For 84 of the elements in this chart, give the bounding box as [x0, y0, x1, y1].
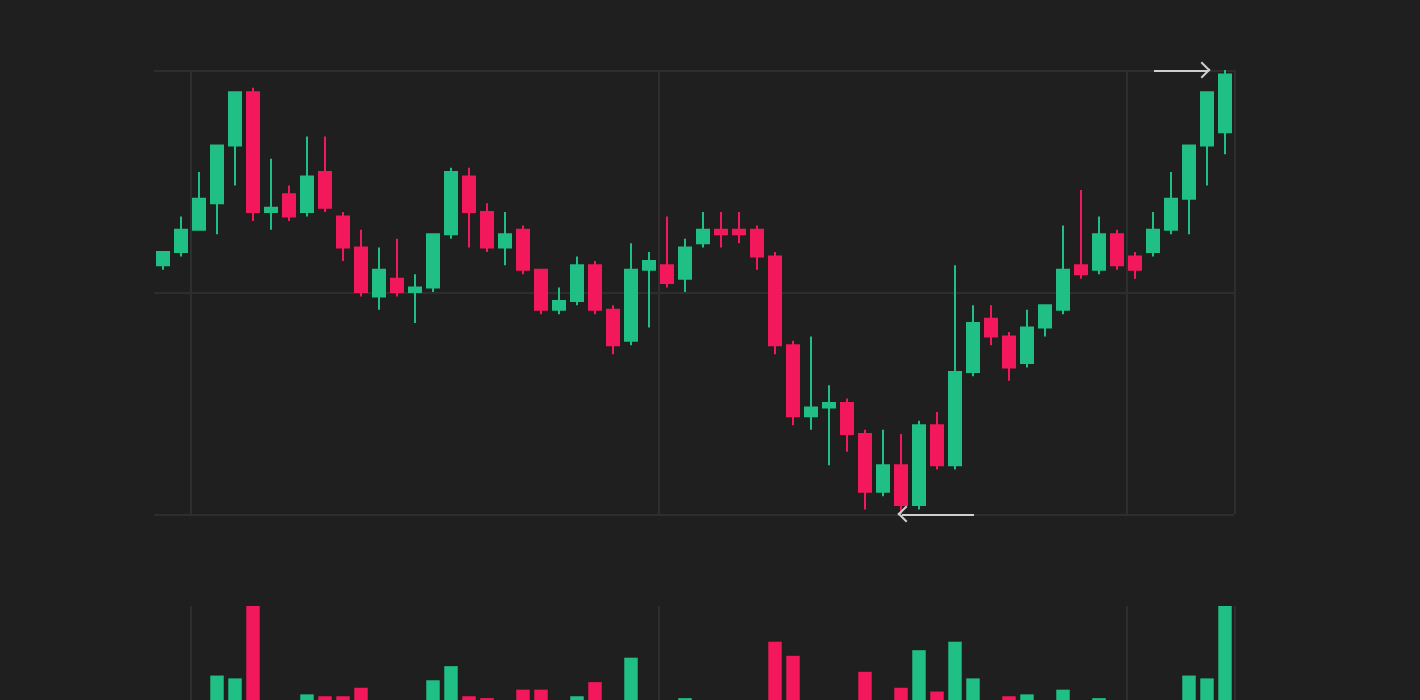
candlestick [228, 91, 242, 187]
candlestick [516, 224, 530, 276]
bar [1020, 694, 1034, 700]
candlestick [984, 304, 998, 347]
candlestick [1128, 251, 1142, 280]
candlestick [840, 397, 854, 453]
candlestick [336, 211, 350, 262]
candlestick [858, 428, 872, 511]
candlestick [1200, 91, 1214, 187]
bar [786, 655, 800, 700]
bar [948, 641, 962, 700]
candlestick [714, 211, 728, 249]
bar [228, 678, 242, 700]
candlestick [1038, 304, 1052, 338]
candlestick [534, 268, 548, 316]
candlestick [1146, 211, 1160, 258]
bar [300, 694, 314, 700]
bar [624, 657, 638, 700]
bar [210, 675, 224, 700]
candlestick [1164, 171, 1178, 236]
candlestick [750, 224, 764, 271]
bar [858, 671, 872, 700]
candlestick [1182, 144, 1196, 236]
candlestick [552, 286, 566, 316]
candlestick [300, 135, 314, 218]
candlestick [1020, 308, 1034, 369]
candlestick [732, 211, 746, 245]
bar [912, 650, 926, 700]
candlestick [192, 171, 206, 231]
candlestick [498, 211, 512, 267]
candlestick [1074, 188, 1088, 280]
bar [516, 689, 530, 700]
bar [246, 606, 260, 700]
candlestick [606, 304, 620, 356]
candlestick [408, 273, 422, 325]
candlestick [696, 211, 710, 249]
candlestick [390, 237, 404, 298]
bar [426, 680, 440, 700]
candlestick [1110, 228, 1124, 271]
candlestick [678, 237, 692, 293]
candlestick [876, 428, 890, 498]
bar [1056, 689, 1070, 700]
candlestick [624, 242, 638, 347]
bar [1200, 678, 1214, 700]
candlestick [930, 410, 944, 471]
bar [930, 691, 944, 700]
bar [894, 687, 908, 700]
candlestick [318, 135, 332, 214]
candlestick [480, 202, 494, 254]
candlestick [894, 433, 908, 515]
candlestick [660, 215, 674, 289]
candlestick [1002, 330, 1016, 382]
bar [588, 682, 602, 700]
candlestick [1092, 215, 1106, 276]
candlestick [822, 384, 836, 467]
candlestick [1218, 69, 1232, 156]
candlestick [570, 255, 584, 307]
candlestick [462, 166, 476, 249]
candlestick [354, 228, 368, 298]
candlestick [372, 246, 386, 311]
candlestick [912, 419, 926, 511]
candlestick [282, 184, 296, 222]
candlestick [246, 86, 260, 222]
candlestick [642, 251, 656, 329]
bar [444, 666, 458, 700]
candlestick [174, 215, 188, 258]
candlestick [804, 335, 818, 431]
candlestick [156, 251, 170, 271]
bar [1182, 675, 1196, 700]
candlestick [210, 144, 224, 236]
bar [1218, 606, 1232, 700]
candlestick [264, 157, 278, 231]
candlestick [588, 259, 602, 316]
candlestick [426, 233, 440, 293]
candlestick [966, 304, 980, 378]
candlestick [786, 339, 800, 427]
bar [768, 641, 782, 700]
bar [534, 689, 548, 700]
candlestick [1056, 224, 1070, 316]
candlestick [444, 166, 458, 240]
bar [966, 678, 980, 700]
candlestick [768, 251, 782, 356]
candlestick [948, 264, 962, 471]
bar [354, 687, 368, 700]
